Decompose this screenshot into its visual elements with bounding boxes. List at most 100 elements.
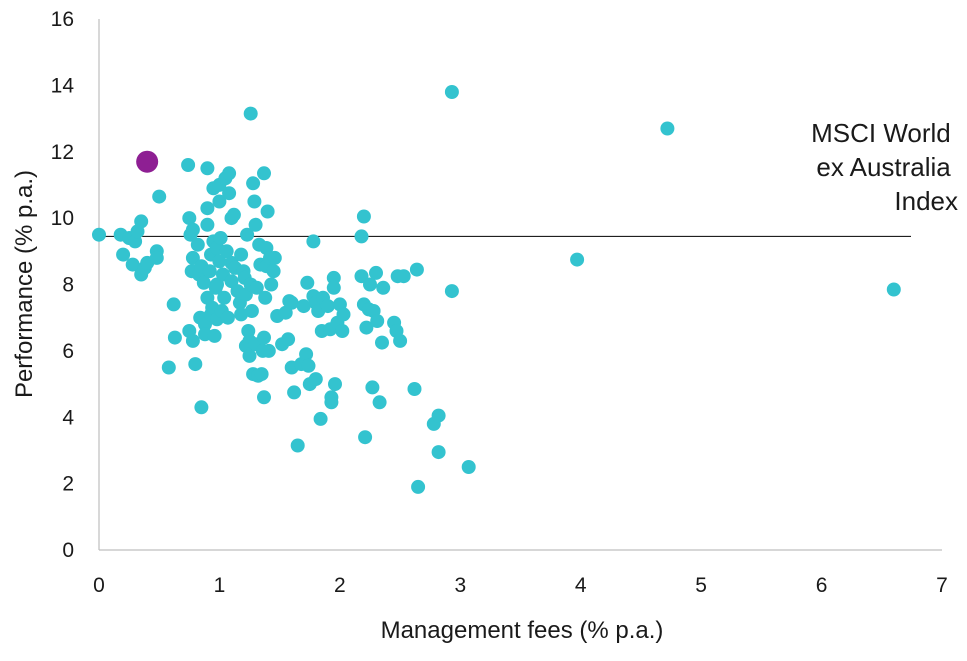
fund-point xyxy=(194,400,209,415)
y-tick-labels: 0 2 4 6 8 10 12 14 16 xyxy=(51,8,75,562)
fund-point xyxy=(375,335,389,350)
fund-point xyxy=(212,194,227,209)
fund-point xyxy=(167,330,182,345)
index-annotation-line-2: ex Australia xyxy=(816,152,951,182)
fund-points xyxy=(92,85,901,494)
fund-point xyxy=(369,265,383,280)
fund-point xyxy=(222,166,237,181)
fund-point xyxy=(152,189,167,204)
y-tick-label: 12 xyxy=(51,141,74,164)
fund-point xyxy=(376,280,391,295)
y-tick-label: 6 xyxy=(62,340,74,363)
fund-point xyxy=(393,333,408,348)
fund-point xyxy=(134,214,149,229)
fund-point xyxy=(358,430,373,445)
fund-point xyxy=(200,201,215,216)
fund-point xyxy=(185,222,200,237)
fund-point xyxy=(264,277,279,292)
fund-point xyxy=(249,280,264,295)
fund-point xyxy=(243,106,258,121)
fund-point xyxy=(196,275,211,290)
fund-point xyxy=(247,194,262,209)
fund-point xyxy=(261,343,276,358)
fund-point xyxy=(267,250,282,265)
fund-point xyxy=(356,209,371,224)
fund-point xyxy=(336,307,351,322)
fund-point xyxy=(299,347,314,362)
fund-point xyxy=(407,382,422,396)
fund-point xyxy=(246,176,261,191)
highlight-point xyxy=(136,150,159,173)
fund-point xyxy=(149,250,164,265)
fund-point xyxy=(396,269,411,284)
fund-point xyxy=(244,304,259,318)
fund-point xyxy=(200,161,215,176)
fund-point xyxy=(213,231,228,245)
x-tick-label: 3 xyxy=(454,574,466,597)
fund-point xyxy=(444,85,459,99)
x-tick-label: 4 xyxy=(575,574,587,597)
fund-point xyxy=(324,390,339,405)
index-annotation-line-1: MSCI World xyxy=(811,118,951,148)
fund-point xyxy=(281,332,296,347)
x-tick-label: 2 xyxy=(334,574,346,597)
fund-point xyxy=(335,324,350,338)
fund-point xyxy=(313,411,328,426)
fund-point xyxy=(431,445,446,460)
fund-point xyxy=(444,284,459,299)
fund-point xyxy=(182,211,197,226)
fund-point xyxy=(370,314,385,328)
fund-point xyxy=(248,217,263,232)
fund-point xyxy=(411,479,426,494)
fund-point xyxy=(409,262,424,277)
fund-point xyxy=(257,330,271,345)
fund-point xyxy=(200,217,215,232)
fund-point xyxy=(240,227,255,242)
fund-point xyxy=(217,290,232,305)
fund-point xyxy=(161,360,176,375)
fund-point xyxy=(185,333,200,348)
y-tick-label: 14 xyxy=(51,74,75,97)
fund-point xyxy=(326,280,341,295)
fund-point xyxy=(363,277,377,292)
fund-point xyxy=(257,390,271,405)
x-tick-labels: 0 1 2 3 4 5 6 7 xyxy=(93,574,948,597)
fund-point xyxy=(234,307,249,322)
fund-point xyxy=(290,438,305,453)
fund-point xyxy=(166,297,181,312)
fund-point xyxy=(431,408,446,423)
fund-point xyxy=(190,237,205,252)
index-annotation-line-3: Index xyxy=(894,186,958,216)
fund-point xyxy=(296,299,311,314)
fund-point xyxy=(181,158,196,172)
fund-point xyxy=(287,385,302,400)
fund-point xyxy=(266,264,281,279)
fund-point xyxy=(308,372,323,387)
axes xyxy=(98,19,942,551)
fund-point xyxy=(220,310,235,325)
y-tick-label: 2 xyxy=(62,473,74,496)
fund-point xyxy=(570,252,585,267)
fund-point xyxy=(258,290,273,305)
fund-point xyxy=(92,227,106,242)
fund-point xyxy=(116,247,131,262)
fund-point xyxy=(660,121,675,136)
index-annotation: MSCI World ex Australia Index xyxy=(811,118,958,216)
fund-point xyxy=(372,395,387,410)
fund-point xyxy=(202,264,217,279)
fund-point xyxy=(125,257,140,272)
fund-point xyxy=(219,244,234,259)
fund-point xyxy=(886,282,901,297)
fund-point xyxy=(284,295,299,310)
fund-point xyxy=(326,270,341,285)
y-tick-label: 8 xyxy=(62,274,74,297)
fund-point xyxy=(354,229,369,244)
y-tick-label: 10 xyxy=(51,207,74,230)
fund-point xyxy=(257,166,271,181)
fund-point xyxy=(254,367,269,382)
fund-point xyxy=(234,247,249,262)
fund-point xyxy=(222,186,237,201)
y-axis-title: Performance (% p.a.) xyxy=(11,170,38,398)
x-tick-label: 1 xyxy=(214,574,226,597)
